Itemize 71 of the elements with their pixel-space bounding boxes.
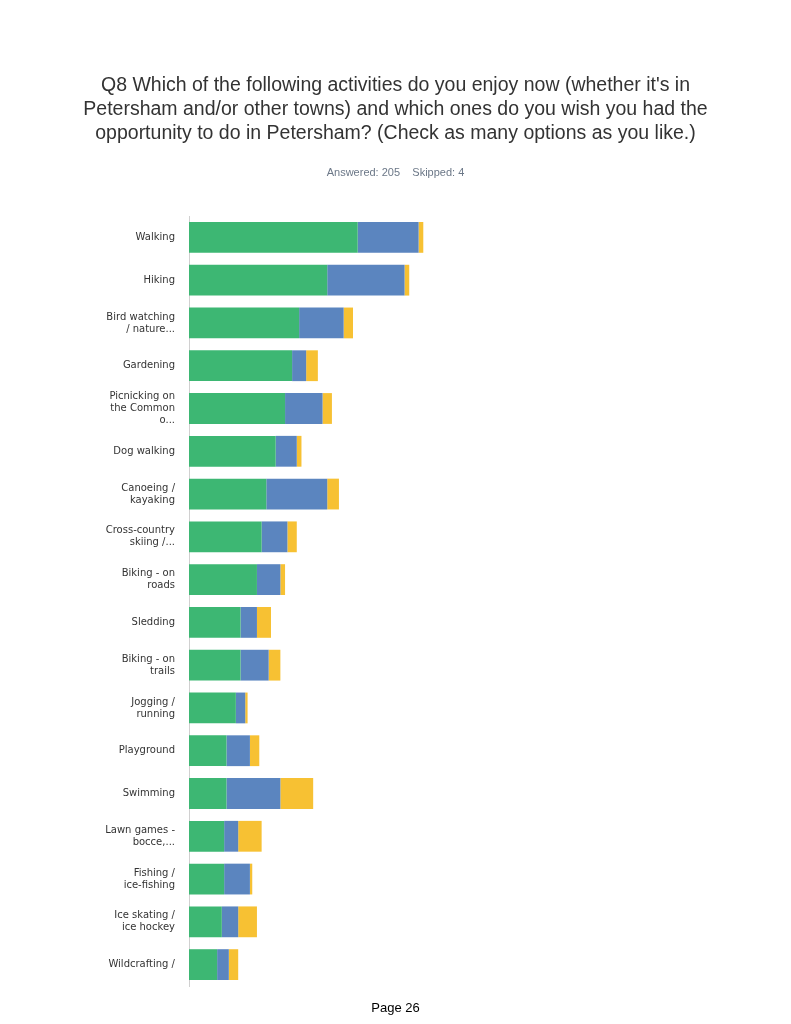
bar: [285, 393, 323, 424]
bar: [189, 393, 286, 424]
bar: [287, 521, 297, 553]
bar: [261, 521, 288, 553]
bar: [189, 307, 300, 339]
bar: [322, 393, 332, 424]
bar: [275, 435, 297, 467]
y-tick-label: Sledding: [131, 615, 175, 627]
bar: [226, 735, 250, 767]
bar: [189, 820, 225, 852]
bar: [357, 221, 419, 253]
bar: [238, 820, 262, 852]
chart-subtitle: Answered: 205 Skipped: 4: [325, 166, 466, 178]
bar: [189, 906, 222, 938]
y-tick-label: Dog walking: [113, 444, 175, 456]
bar: [256, 564, 281, 596]
bar: [189, 778, 227, 809]
y-tick-label: Playground: [118, 744, 175, 756]
bar: [245, 692, 248, 724]
bar: [189, 735, 227, 767]
bar: [238, 906, 257, 938]
bar: [189, 863, 225, 895]
y-tick-label: Swimming: [122, 787, 175, 799]
bar: [189, 692, 236, 724]
y-tick-label: Picnicking on the Common o...: [109, 390, 175, 426]
bar: [224, 820, 239, 852]
bar: [189, 264, 328, 296]
bar: [189, 564, 257, 596]
bar: [240, 606, 257, 638]
bar: [280, 564, 286, 596]
y-tick-label: Walking: [135, 230, 175, 242]
bar: [268, 649, 281, 681]
chart-title: Q8 Which of the following activities do you enjoy now (whether it's in Petersham and/or other towns) and which ones do you wish you had the opportunity to do in Petersham? (Check as many options as you like.): [82, 72, 709, 144]
bar: [235, 692, 246, 724]
y-tick-label: Biking - on trails: [121, 652, 175, 676]
bar: [224, 863, 250, 895]
bar: [306, 350, 318, 382]
y-tick-label: Jogging / running: [130, 695, 176, 719]
bar: [249, 735, 260, 767]
bar: [327, 264, 405, 296]
y-tick-label: Hiking: [143, 273, 175, 285]
y-tick-label: Cross-country skiing /...: [105, 524, 176, 548]
y-tick-label: Ice skating / ice hockey: [114, 909, 176, 933]
y-tick-label: Fishing / ice-fishing: [123, 866, 176, 890]
y-tick-label: Canoeing / kayaking: [121, 481, 176, 505]
bar: [226, 778, 281, 809]
bar: [221, 906, 239, 938]
bar: [256, 606, 271, 638]
y-tick-label: Lawn games - bocce,...: [105, 823, 176, 847]
bar: [217, 949, 229, 981]
bar: [343, 307, 354, 339]
bar: [299, 307, 344, 339]
y-tick-label: Wildcrafting /: [108, 958, 176, 970]
bar: [228, 949, 239, 981]
bar: [240, 649, 269, 681]
bar: [189, 521, 262, 553]
bar: [280, 778, 314, 809]
bar: [189, 478, 267, 510]
bar: [266, 478, 328, 510]
bar: [292, 350, 307, 382]
y-tick-label: Gardening: [122, 359, 175, 371]
bar: [189, 350, 293, 382]
bar: [327, 478, 339, 510]
bar: [189, 435, 276, 467]
bar: [189, 649, 241, 681]
bar: [189, 606, 241, 638]
y-tick-label: Bird watching / nature...: [106, 310, 175, 334]
bar: [189, 221, 358, 253]
text: Page 26: [370, 1000, 421, 1015]
y-tick-label: Biking - on roads: [121, 567, 175, 591]
bar: [189, 949, 218, 981]
